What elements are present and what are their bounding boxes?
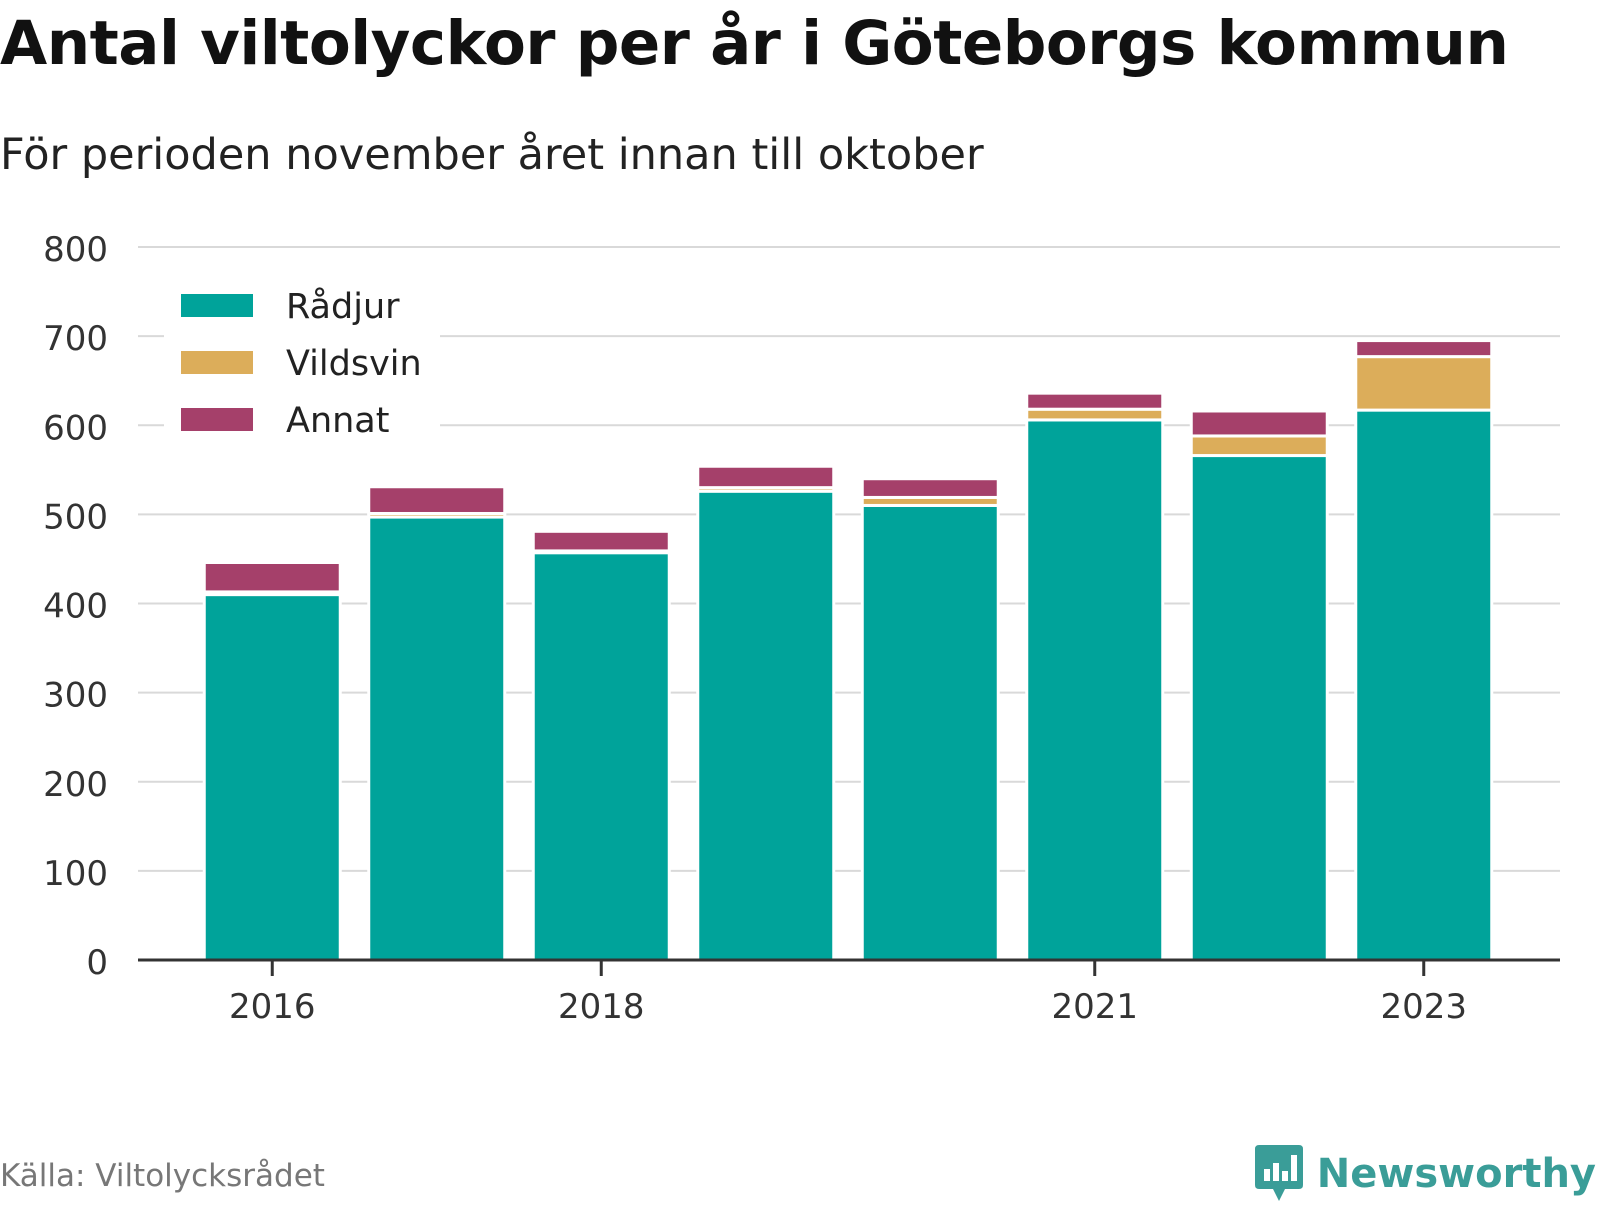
bar-segment: [531, 529, 671, 553]
bar-stack: [1025, 391, 1165, 962]
bar-segment: [1354, 355, 1494, 412]
bar-stack: [696, 464, 836, 962]
bar-segment: [367, 515, 507, 962]
bar-stack: [860, 477, 1000, 962]
y-tick-label: 100: [43, 854, 108, 894]
x-tick-label: 2018: [558, 987, 645, 1027]
bar-stack: [1189, 409, 1329, 962]
bar-segment: [696, 464, 836, 490]
legend-swatch: [181, 294, 253, 317]
x-tick-label: 2023: [1380, 987, 1467, 1027]
y-tick-label: 500: [43, 497, 108, 537]
y-tick-label: 800: [43, 230, 108, 270]
y-tick-label: 0: [86, 943, 108, 983]
legend: Rådjur Vildsvin Annat: [164, 276, 440, 450]
y-tick-label: 400: [43, 587, 108, 627]
bar-segment: [531, 551, 671, 962]
bar-segment: [1189, 454, 1329, 962]
bar-segment: [860, 503, 1000, 962]
bar-segment: [696, 489, 836, 962]
bar-segment: [1025, 407, 1165, 422]
legend-swatch: [181, 408, 253, 431]
x-tick-label: 2021: [1051, 987, 1138, 1027]
bar-stack: [531, 529, 671, 962]
bar-stack: [202, 561, 342, 962]
chart-title: Antal viltolyckor per år i Göteborgs kom…: [0, 8, 1509, 79]
y-tick-label: 600: [43, 408, 108, 448]
y-tick-label: 300: [43, 676, 108, 716]
newsworthy-logo-icon: [1254, 1145, 1303, 1201]
bar-segment: [1189, 409, 1329, 438]
y-tick-label: 700: [43, 319, 108, 359]
y-axis-tick-labels: 0 100 200 300 400 500 600 700 800: [43, 230, 108, 983]
bar-segment: [202, 593, 342, 962]
bar-segment: [1354, 339, 1494, 359]
bar-segment: [1354, 408, 1494, 962]
bar-segment: [202, 561, 342, 594]
bar-segment: [860, 477, 1000, 499]
legend-label: Rådjur: [286, 286, 400, 327]
brand-logo: Newsworthy: [1253, 1143, 1596, 1205]
legend-label: Annat: [286, 401, 389, 441]
brand-name: Newsworthy: [1316, 1151, 1596, 1197]
bar-segment: [1189, 434, 1329, 458]
bars: [202, 339, 1494, 962]
chart-subtitle: För perioden november året innan till ok…: [0, 130, 984, 180]
y-tick-label: 200: [43, 765, 108, 805]
x-axis: 2016 2018 2021 2023: [138, 958, 1560, 1027]
bar-segment: [367, 485, 507, 515]
bar-stack: [367, 485, 507, 962]
legend-label: Vildsvin: [286, 344, 422, 384]
bar-stack: [1354, 339, 1494, 962]
legend-swatch: [181, 351, 253, 374]
source-note: Källa: Viltolycksrådet: [0, 1158, 325, 1194]
bar-segment: [1025, 418, 1165, 962]
bar-segment: [1025, 391, 1165, 411]
x-tick-label: 2016: [229, 987, 316, 1027]
